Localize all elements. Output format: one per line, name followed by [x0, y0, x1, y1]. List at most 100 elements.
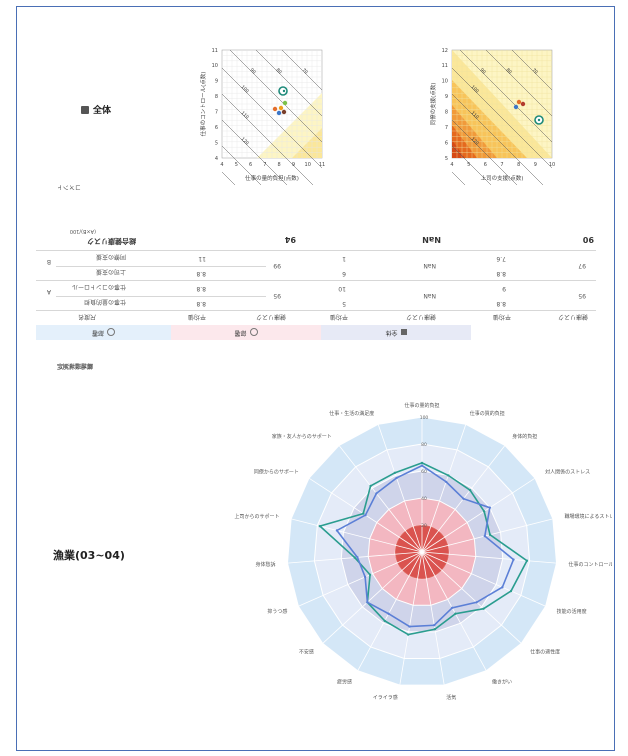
plot1-svg: 4 5 6 7 8 9 10 11 4 5 6 7 8 9 10 11 70 80 90 100 110 120 仕事…	[199, 48, 325, 299]
radar-point	[364, 513, 367, 517]
radar-tick-label: 20	[421, 523, 427, 529]
risk-value: 95	[578, 292, 586, 299]
plot1-ylabel: 仕事のコントロール(点数)	[199, 72, 207, 137]
contour-label: 80	[275, 67, 283, 75]
cell-value: 1	[342, 255, 346, 262]
total-value: NaN	[422, 235, 441, 244]
radar-point	[318, 524, 322, 528]
radar-point	[488, 506, 492, 509]
radar-point	[408, 625, 411, 628]
radar-spoke	[298, 551, 423, 607]
y-tick-label: 8	[445, 110, 448, 116]
total-value: 90	[582, 235, 594, 244]
radar-spoke	[291, 518, 423, 553]
radar-title: 漁業(03~04)	[53, 549, 125, 562]
radar-point	[444, 480, 448, 483]
smile-icon	[107, 328, 116, 337]
radar-point	[366, 601, 369, 604]
radar-spoke	[421, 424, 467, 553]
radar-series-1	[318, 462, 528, 636]
radar-spoke	[357, 551, 423, 671]
group-b-label: B	[46, 258, 51, 265]
radar-point	[393, 471, 397, 475]
marker-dot	[278, 105, 284, 111]
radar-tick-label: 60	[421, 469, 427, 475]
risk-value: 99	[273, 262, 281, 269]
contour-label: 80	[505, 67, 513, 75]
radar-point	[447, 474, 450, 477]
contour-label: 70	[301, 67, 309, 75]
row-name: 仕事の量的負担	[83, 298, 126, 305]
radar-axis-label: 上司からのサポート	[234, 513, 279, 520]
x-tick-label: 9	[534, 162, 537, 168]
radar-point	[488, 533, 492, 536]
col-risk-2: 健康リスク	[405, 313, 436, 320]
radar-point	[420, 461, 424, 465]
radar-point	[462, 497, 465, 500]
y-tick-label: 4	[215, 156, 218, 162]
radar-axis-label: 活気	[446, 694, 456, 701]
radar-point	[433, 624, 436, 627]
plot2-xlabel: 上司の支援(点数)	[481, 174, 524, 182]
col-risk-3: 健康リスク	[557, 313, 588, 320]
tab-dept-1-label: 部署	[234, 329, 247, 336]
radar-axis-label: 不安感	[299, 649, 314, 656]
y-tick-label: 10	[442, 79, 448, 85]
radar-point	[375, 492, 378, 495]
marker-dot	[272, 106, 278, 112]
x-tick-label: 7	[500, 162, 503, 168]
marker-dot	[276, 110, 282, 116]
radar-axis-label: 仕事の量的負担	[404, 402, 439, 409]
radar-axis-label: 仕事・生活の満足度	[329, 410, 374, 417]
tab-all[interactable]: 全体	[321, 325, 471, 340]
cell-value: 8.8	[196, 285, 206, 292]
marker-dot	[282, 100, 288, 106]
cell-value: 7.6	[496, 255, 506, 262]
radar-axis-label: イライラ感	[373, 694, 398, 701]
radar-point	[450, 606, 454, 610]
x-tick-label: 6	[249, 162, 252, 168]
radar-spoke	[338, 445, 423, 553]
tab-dept-2[interactable]: 部署	[36, 325, 171, 340]
y-tick-label: 11	[212, 48, 218, 54]
radar-tick-label: 80	[421, 442, 427, 448]
radar-section-text: 職場環境測定	[57, 364, 94, 371]
contour-label: 70	[531, 67, 539, 75]
radar-point	[383, 619, 386, 623]
radar-tick-label: 40	[421, 496, 427, 502]
tab-dept-1[interactable]: 部署	[171, 325, 321, 340]
y-tick-label: 9	[445, 94, 448, 100]
radar-axis-label: 身体愁訴	[255, 561, 275, 568]
tab-dept-2-label: 部署	[92, 329, 105, 336]
radar-axis-label: 職場環境によるストレス	[565, 513, 612, 520]
contour-label: 120	[240, 136, 250, 146]
building-icon	[81, 105, 89, 114]
radar-point	[387, 612, 390, 615]
radar-point	[483, 534, 487, 538]
contour-label: 90	[249, 67, 257, 75]
total-label: 総合健康リスク	[87, 237, 136, 245]
col-avg-1: 平均値	[187, 313, 206, 320]
radar-axis-label: 仕事の適性度	[530, 649, 560, 656]
y-tick-label: 10	[212, 63, 218, 69]
radar-series-2	[335, 464, 515, 628]
x-tick-label: 6	[484, 162, 487, 168]
radar-spoke	[377, 424, 423, 553]
row-name: 仕事のコントロール	[71, 283, 126, 290]
radar-axis-label: 抑うつ感	[267, 608, 287, 615]
marker-dot	[281, 109, 287, 115]
cell-value: 8.8	[196, 270, 206, 277]
cell-value: 8.8	[496, 300, 506, 307]
radar-axis-label: 疲労感	[337, 678, 352, 685]
radar-axis-label: 仕事の質的負担	[470, 410, 505, 417]
x-tick-label: 7	[263, 162, 266, 168]
radar-spoke	[399, 551, 423, 686]
radar-axis-label: 対人関係のストレス	[545, 469, 590, 476]
col-scale-name: 尺度名	[77, 313, 96, 320]
total-formula: (A×B)/100	[69, 228, 96, 234]
row-name: 上司の支援	[95, 268, 126, 275]
building-icon	[400, 329, 407, 336]
radar-svg: 20 40 60 80 100 仕事の量的負担仕事の質的負担身体的負担対人関係のストレス職…	[234, 402, 619, 701]
radar-spoke	[421, 551, 546, 607]
